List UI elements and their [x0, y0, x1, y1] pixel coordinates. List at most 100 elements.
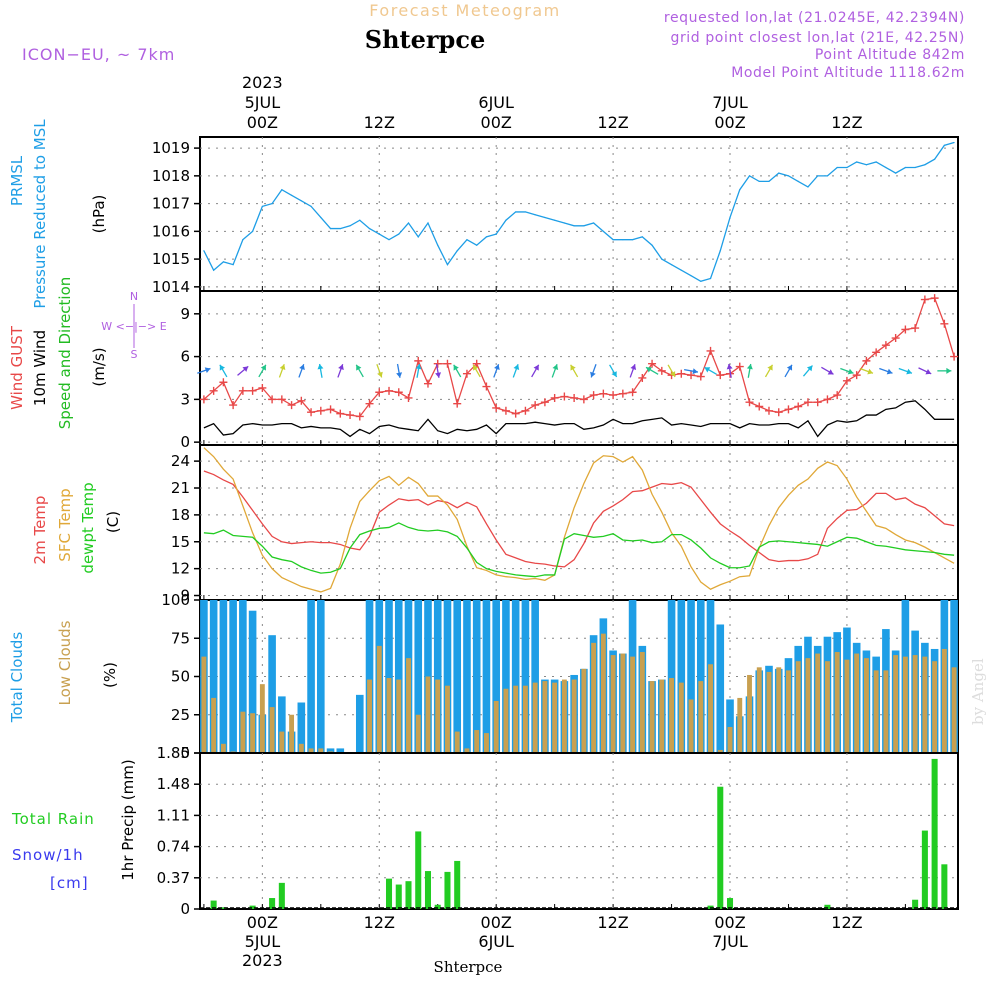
snow-unit-label: [cm]	[50, 874, 89, 892]
low-clouds-label: Low Clouds	[56, 620, 74, 705]
wind-direction-arrowhead	[886, 368, 893, 375]
total-cloud-bar	[521, 600, 530, 753]
low-cloud-bar	[708, 664, 713, 753]
panel-frame	[199, 752, 959, 910]
wind-direction-arrowhead	[946, 367, 952, 374]
pressure-point	[729, 216, 731, 219]
wind-gust-marker	[599, 389, 608, 398]
total-cloud-bar	[696, 600, 705, 753]
pressure-point	[213, 269, 215, 271]
low-cloud-bar	[786, 670, 791, 753]
y-tick-label: 1014	[152, 278, 190, 296]
low-cloud-bar	[766, 671, 772, 753]
pressure-point	[339, 227, 341, 230]
wind-direction-arrowhead	[630, 364, 637, 370]
total-cloud-bar	[472, 600, 481, 753]
low-cloud-bar	[834, 652, 840, 753]
wind-direction-arrowhead	[219, 364, 225, 371]
wind-gust-marker	[511, 409, 520, 418]
pressure-point	[602, 230, 604, 232]
wind-gust-marker	[803, 398, 812, 407]
total-cloud-bar	[453, 600, 462, 753]
low-cloud-bar	[591, 642, 597, 753]
pressure-point	[583, 225, 585, 227]
wind-gust-marker	[307, 408, 316, 417]
model-altitude: Model Point Altitude 1118.62m	[731, 65, 965, 81]
top-time-label: 12Z	[831, 113, 862, 132]
wind-gust-marker	[346, 411, 355, 420]
pressure-point	[505, 219, 507, 221]
temp-2m-line	[203, 470, 955, 568]
pressure-point	[437, 244, 439, 246]
pressure-point	[242, 239, 244, 241]
wind-gust-line	[203, 297, 955, 418]
pressure-point	[456, 250, 458, 252]
dewpoint-label: dewpt Temp	[79, 482, 97, 573]
pressure-point	[388, 239, 390, 241]
top-time-label: 00Z	[481, 113, 512, 132]
low-cloud-bar	[912, 655, 918, 753]
wind-direction-arrowhead	[726, 363, 733, 370]
wind-gust-marker	[229, 401, 238, 410]
wind-gust-marker	[209, 386, 218, 395]
pressure-point	[281, 189, 283, 191]
y-tick-label: 15	[171, 533, 190, 551]
top-time-label: 6JUL	[478, 93, 514, 112]
wind-direction-arrowhead	[692, 368, 698, 375]
low-cloud-bar	[376, 645, 382, 753]
wind-gust-marker	[901, 325, 910, 334]
rain-bar	[210, 900, 217, 909]
wind-direction-arrowhead	[867, 368, 873, 375]
pressure-point	[739, 189, 741, 191]
wind-gust-marker	[219, 378, 228, 387]
pressure-point	[826, 175, 829, 177]
low-cloud-bar	[805, 658, 811, 753]
pressure-point	[719, 250, 721, 252]
low-cloud-bar	[776, 667, 782, 753]
wind-direction-arrowhead	[513, 364, 520, 370]
total-cloud-bar	[687, 600, 695, 753]
wind-gust-marker	[648, 359, 657, 368]
pressure-point	[778, 172, 780, 174]
pressure-point	[700, 280, 702, 282]
total-cloud-bar	[307, 600, 315, 753]
low-cloud-bar	[825, 661, 830, 753]
y-tick-label: 1018	[152, 167, 190, 185]
wind-gust-marker	[716, 371, 725, 380]
low-cloud-bar	[503, 688, 509, 753]
wind-gust-marker	[852, 371, 861, 380]
wind-direction-arrowhead	[786, 364, 793, 371]
low-cloud-bar	[269, 707, 275, 753]
pressure-point	[758, 180, 760, 182]
bottom-time-label: 2023	[242, 951, 283, 970]
wind-gust-label: Wind GUST	[8, 325, 26, 410]
pressure-point	[427, 222, 429, 224]
low-cloud-bar	[854, 653, 860, 753]
wind-gust-marker	[589, 391, 598, 400]
total-cloud-bar	[297, 702, 306, 753]
pressure-point	[232, 264, 234, 266]
rain-bar	[249, 905, 256, 909]
wind-gust-marker	[472, 359, 481, 368]
rain-bar	[434, 904, 441, 909]
rain-bar	[454, 860, 461, 909]
wind-direction-arrowhead	[646, 367, 652, 373]
wind-gust-marker	[521, 406, 530, 415]
wind-speed-line	[203, 400, 955, 438]
wind-gust-marker	[618, 389, 627, 398]
wind-direction-arrowhead	[377, 371, 383, 378]
y-tick-label: 0	[180, 433, 190, 451]
wind-direction-arrowhead	[611, 371, 617, 377]
wind-gust-marker	[687, 371, 696, 380]
low-cloud-bar	[318, 748, 324, 753]
wind-gust-marker	[287, 401, 296, 410]
wind-gust-marker	[248, 386, 257, 395]
wind-gust-marker	[570, 393, 579, 402]
y-tick-label: 6	[180, 348, 190, 366]
low-cloud-bar	[220, 743, 226, 753]
low-cloud-bar	[522, 685, 528, 753]
low-cloud-bar	[552, 682, 558, 753]
low-cloud-bar	[951, 667, 957, 753]
pressure-point	[252, 230, 254, 232]
total-cloud-bar	[511, 600, 520, 753]
